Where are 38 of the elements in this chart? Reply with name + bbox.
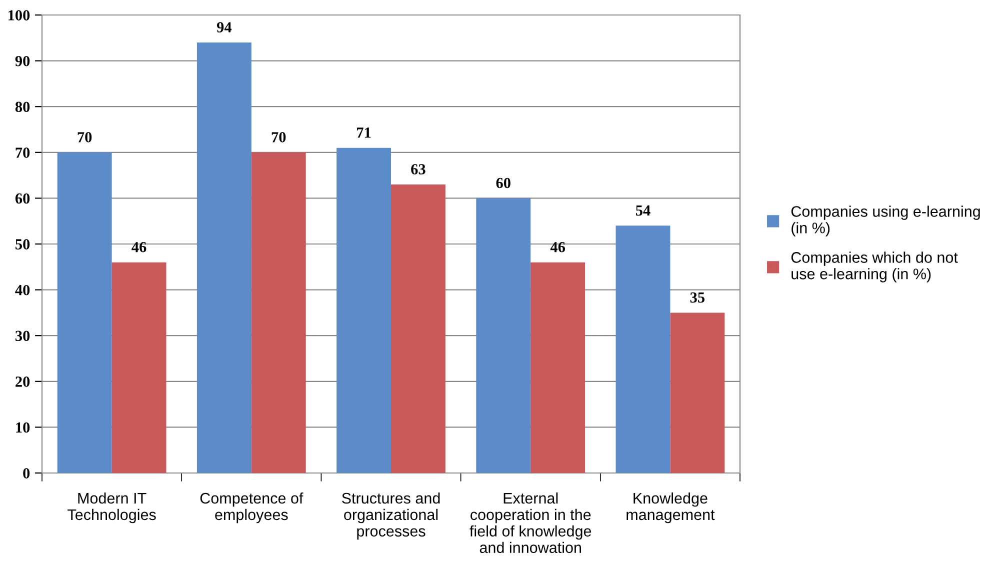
bar bbox=[476, 198, 531, 473]
legend-label: Companies which do not use e-learning (in %) bbox=[791, 252, 958, 282]
data-label: 60 bbox=[496, 178, 510, 188]
data-label: 71 bbox=[357, 128, 371, 138]
legend-label: Companies using e-learning (in %) bbox=[791, 206, 980, 236]
y-tick-label: 80 bbox=[15, 102, 30, 112]
data-label: 94 bbox=[216, 22, 232, 32]
bar bbox=[391, 184, 446, 473]
y-tick-label: 70 bbox=[16, 148, 30, 158]
data-label: 35 bbox=[690, 292, 704, 303]
x-tick-label: Structures and organizational processes bbox=[342, 492, 440, 540]
y-tick-label: 30 bbox=[15, 330, 30, 342]
y-tick-label: 10 bbox=[16, 422, 30, 433]
y-tick-label: 90 bbox=[15, 56, 30, 66]
x-tick-label: Competence of employees bbox=[200, 492, 304, 524]
bar bbox=[251, 152, 306, 473]
x-tick-label: Modern IT Technologies bbox=[68, 492, 156, 524]
data-label: 46 bbox=[550, 242, 566, 252]
data-label: 54 bbox=[636, 205, 650, 216]
bar bbox=[57, 152, 112, 473]
y-tick-label: 0 bbox=[23, 468, 30, 478]
bar bbox=[530, 262, 586, 473]
bar bbox=[336, 148, 391, 473]
y-tick-label: 20 bbox=[16, 376, 30, 387]
y-tick-label: 40 bbox=[15, 284, 30, 296]
y-tick-label: 60 bbox=[15, 193, 30, 204]
y-tick-label: 50 bbox=[16, 239, 30, 250]
bar bbox=[670, 312, 725, 473]
bar bbox=[616, 226, 670, 473]
bar bbox=[196, 42, 252, 473]
data-label: 70 bbox=[272, 132, 286, 142]
data-label: 63 bbox=[411, 164, 426, 174]
data-label: 46 bbox=[132, 242, 146, 252]
x-tick-label: External cooperation in the field of knowledge and innowation bbox=[470, 492, 592, 554]
bar bbox=[112, 262, 166, 473]
y-tick-label: 100 bbox=[8, 10, 30, 20]
x-tick-label: Knowledge management bbox=[626, 492, 715, 524]
data-label: 70 bbox=[78, 132, 92, 142]
